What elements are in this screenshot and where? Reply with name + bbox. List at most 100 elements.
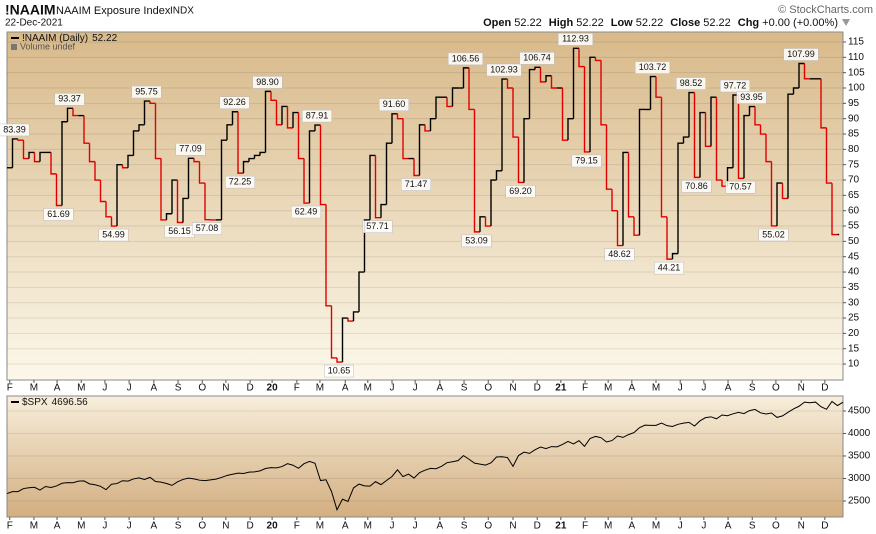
y-tick-label: 80 [848,144,860,155]
x-tick-label: J [678,521,683,532]
value-label-box [252,76,283,89]
x-tick-label: 21 [555,383,567,394]
step-segment [699,111,706,178]
legend-text: !NAAIM (Daily) 52.22 [22,33,118,44]
main-panel [6,31,844,381]
step-segment [567,117,574,141]
y-tick-label: 25 [848,313,860,324]
value-label-box [654,261,684,275]
x-tick-label: J [102,521,107,532]
step-segment [528,68,535,119]
x-tick-label: M [652,383,660,394]
x-tick-label: M [30,383,38,394]
x-tick-label: M [316,521,324,532]
step-segment [765,134,772,163]
step-segment [347,318,354,322]
value-label: 93.95 [740,92,763,102]
value-label: 57.08 [196,223,219,233]
value-label: 57.71 [366,221,389,231]
value-label-box [681,180,712,193]
value-label: 92.26 [223,97,246,107]
step-segment [138,124,145,131]
quote-label: Open [483,17,511,29]
step-segment [248,157,255,162]
lower-panel [6,395,844,518]
x-tick-label: A [54,521,61,532]
step-segment [605,124,612,190]
step-segment [264,90,271,153]
step-segment [402,118,409,160]
legend-name: !NAAIM (Daily) [22,33,88,44]
step-segment [561,88,568,141]
x-tick-label: J [390,521,395,532]
volume-icon [11,44,17,50]
x-tick-label: S [461,383,468,394]
value-label: 77.09 [179,144,202,154]
step-segment [286,106,293,129]
value-label: 61.69 [47,209,70,219]
y-tick-label: 115 [848,37,864,48]
value-label-box [604,248,635,261]
step-segment [66,107,73,122]
value-label: 106.56 [452,53,480,63]
step-segment [253,154,260,159]
x-tick-label: D [821,521,828,532]
y-tick-label: 75 [848,159,860,170]
step-segment [545,75,552,82]
step-segment [792,87,799,95]
step-segment [633,216,640,236]
x-tick-label: A [437,383,444,394]
step-segment [506,79,513,89]
quote-label: Low [611,17,633,29]
step-segment [61,121,68,206]
step-segment [165,213,172,220]
step-segment [369,154,376,220]
x-tick-label: 20 [267,383,279,394]
step-segment [330,305,337,359]
value-label-box [519,52,555,65]
step-segment [418,124,425,176]
x-tick-label: D [246,383,253,394]
x-tick-label: O [484,521,492,532]
value-label: 44.21 [658,262,681,272]
step-segment [831,183,838,236]
date: 22-Dec-2021 [5,18,63,29]
x-tick-label: F [294,521,300,532]
step-segment [693,92,700,179]
y-tick-label: 3500 [848,451,871,462]
step-segment [534,66,541,70]
value-label: 71.47 [405,179,428,189]
step-segment [281,105,288,125]
legend-value: 4696.56 [52,397,89,408]
step-segment [501,78,508,171]
step-segment [572,47,579,119]
step-segment [748,105,755,116]
value-label-box [736,91,767,104]
value-label-box [758,228,789,242]
x-tick-label: O [198,383,206,394]
value-label-box [43,208,74,221]
x-tick-label: M [364,383,372,394]
value-label: 106.74 [523,53,551,63]
step-segment [160,158,167,221]
step-segment [193,158,200,163]
step-segment [297,112,304,160]
step-segment [374,155,381,219]
x-tick-label: F [294,383,300,394]
x-tick-label: J [701,383,706,394]
x-tick-label: N [222,521,229,532]
y-tick-label: 40 [848,267,860,278]
x-tick-label: J [678,383,683,394]
step-segment [55,173,62,207]
y-tick-label: 100 [848,83,865,94]
step-segment [154,103,161,160]
quote-arrow [842,19,850,26]
legend-name: $SPX [22,397,48,408]
x-tick-label: A [628,521,635,532]
x-tick-label: O [198,521,206,532]
x-tick-label: J [413,521,418,532]
step-segment [666,216,673,260]
y-tick-label: 30 [848,297,860,308]
step-segment [39,151,46,162]
x-tick-label: F [582,383,588,394]
